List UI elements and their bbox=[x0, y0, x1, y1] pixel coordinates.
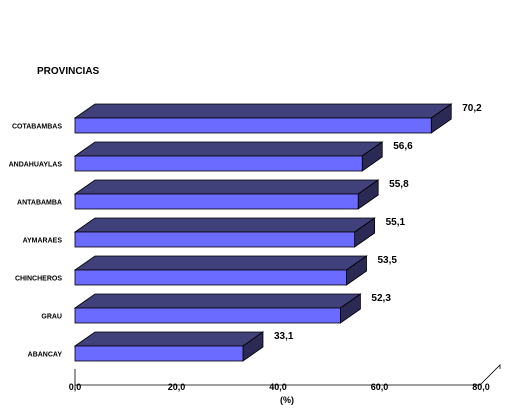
x-tick-label: 20,0 bbox=[168, 382, 186, 392]
bar bbox=[74, 193, 359, 210]
x-tick-label: 60,0 bbox=[371, 382, 389, 392]
bar bbox=[74, 117, 432, 134]
bar-top-face bbox=[73, 255, 368, 271]
category-label: ANDAHUAYLAS bbox=[9, 162, 63, 169]
bar-top-face bbox=[73, 293, 362, 309]
x-axis-label: (%) bbox=[280, 395, 294, 405]
bar bbox=[74, 345, 244, 362]
data-label: 55,8 bbox=[389, 179, 409, 190]
bar bbox=[74, 269, 347, 286]
x-tick-label: 0,0 bbox=[69, 382, 82, 392]
data-label: 55,1 bbox=[386, 217, 406, 228]
bar bbox=[74, 307, 341, 324]
x-tick-label: 40,0 bbox=[269, 382, 287, 392]
data-label: 56,6 bbox=[393, 141, 413, 152]
category-label: GRAU bbox=[41, 314, 62, 321]
category-label: ABANCAY bbox=[28, 352, 63, 359]
category-label: COTABAMBAS bbox=[12, 124, 62, 131]
x-tick-label: 80,0 bbox=[472, 382, 490, 392]
data-label: 53,5 bbox=[378, 255, 398, 266]
bar-group: ANTABAMBA 55,8 bbox=[17, 179, 409, 210]
bar bbox=[74, 231, 356, 248]
bar-group: ANDAHUAYLAS 56,6 bbox=[9, 141, 413, 172]
bar-group: COTABAMBAS 70,2 bbox=[12, 103, 482, 134]
category-label: CHINCHEROS bbox=[15, 276, 62, 283]
bar-top-face bbox=[73, 179, 380, 195]
bar-group: AYMARAES 55,1 bbox=[23, 217, 406, 248]
category-label: AYMARAES bbox=[23, 238, 63, 245]
data-label: 52,3 bbox=[371, 293, 391, 304]
data-label: 33,1 bbox=[274, 331, 294, 342]
bar bbox=[74, 155, 363, 172]
bar-top-face bbox=[73, 141, 384, 157]
bars: COTABAMBAS 70,2 ANDAHUAYLAS 56,6 ANTABAMBA 55… bbox=[9, 103, 482, 362]
bar-group: CHINCHEROS 53,5 bbox=[15, 255, 398, 286]
plot-floor bbox=[74, 364, 501, 386]
chart-title: PROVINCIAS bbox=[37, 66, 100, 77]
bar-top-face bbox=[73, 331, 265, 347]
category-label: ANTABAMBA bbox=[17, 200, 62, 207]
bar-top-face bbox=[73, 103, 453, 119]
bar-group: GRAU 52,3 bbox=[41, 293, 391, 324]
x-axis: 0,0 20,0 40,0 60,0 80,0 bbox=[69, 382, 490, 392]
bar-group: ABANCAY 33,1 bbox=[28, 331, 294, 362]
bar-top-face bbox=[73, 217, 376, 233]
data-label: 70,2 bbox=[462, 103, 482, 114]
